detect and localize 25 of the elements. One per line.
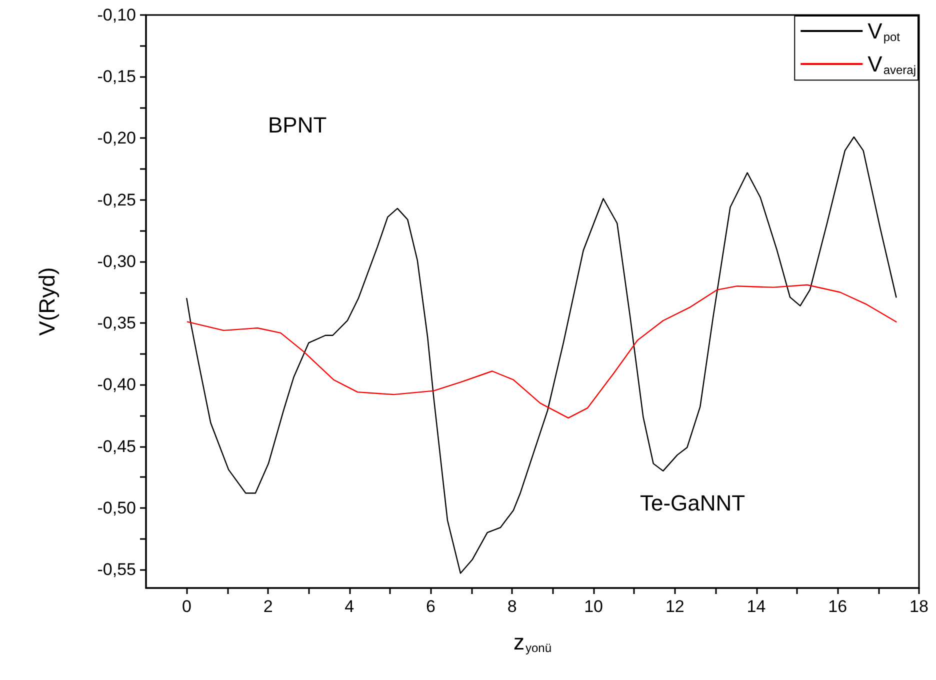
annotation: Te-GaNNT (640, 490, 746, 516)
x-tick-label: 10 (584, 597, 603, 616)
y-tick-label: -0,45 (97, 436, 136, 456)
x-tick-label: 8 (507, 597, 517, 616)
y-tick-label: -0,15 (97, 67, 136, 86)
y-tick-label: -0,55 (97, 560, 136, 580)
y-tick-label: -0,25 (97, 190, 136, 210)
y-tick-label: -0,50 (97, 498, 136, 518)
x-tick-label: 16 (828, 597, 848, 616)
line-series (186, 136, 897, 574)
y-tick-label: -0,35 (97, 314, 136, 333)
y-tick-label: -0,20 (97, 128, 136, 148)
y-tick-label: -0,40 (97, 375, 136, 394)
line-series (186, 284, 897, 419)
x-tick-label: 2 (263, 597, 273, 616)
y-tick-label: -0,30 (97, 252, 136, 271)
y-axis-title: V(Ryd) (34, 267, 60, 336)
x-tick-label: 6 (426, 597, 436, 616)
x-tick-label: 18 (910, 597, 928, 616)
x-tick-label: 4 (344, 597, 354, 616)
x-tick-label: 0 (182, 597, 192, 616)
x-tick-label: 14 (746, 597, 766, 616)
annotation: BPNT (268, 112, 327, 138)
x-tick-label: 12 (665, 597, 684, 616)
y-tick-label: -0,10 (97, 6, 136, 24)
